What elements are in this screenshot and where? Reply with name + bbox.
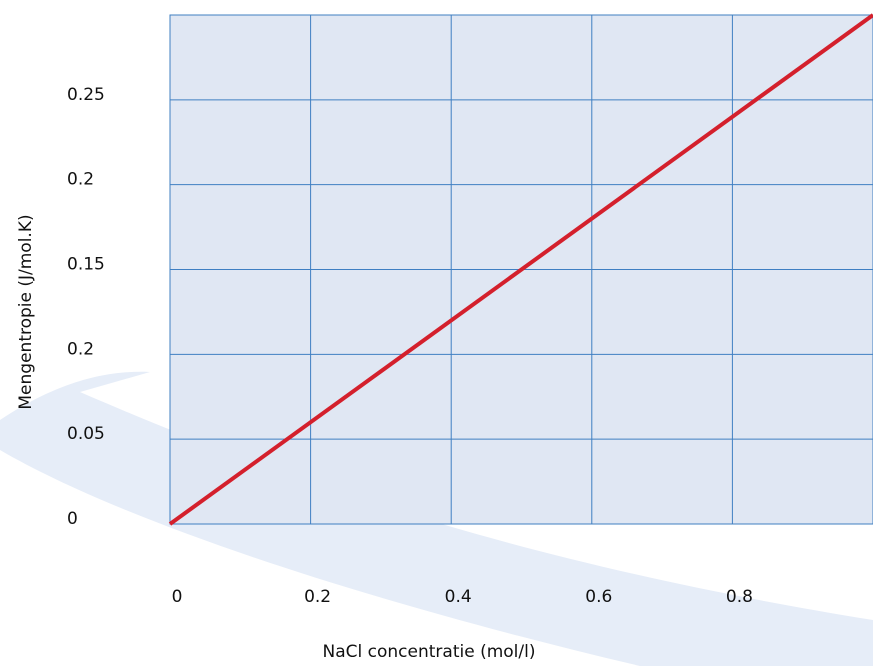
x-tick-label: 0.6 xyxy=(585,587,612,607)
chart: NaCl concentratie (mol/l) Mengentropie (… xyxy=(0,0,873,666)
x-tick-label: 0.8 xyxy=(726,587,753,607)
y-tick-label: 0 xyxy=(67,509,78,529)
page: {"chart_data": {"type": "line", "x_label… xyxy=(0,0,873,666)
x-tick-label: 0.2 xyxy=(304,587,331,607)
y-tick-label: 0.15 xyxy=(67,255,105,275)
y-tick-label: 0.25 xyxy=(67,85,105,105)
y-tick-label: 0.05 xyxy=(67,424,105,444)
y-tick-label: 0.2 xyxy=(67,170,94,190)
y-tick-label: 0.2 xyxy=(67,339,94,359)
y-axis-label: Mengentropie (J/mol.K) xyxy=(16,214,36,409)
x-axis-label: NaCl concentratie (mol/l) xyxy=(323,642,536,662)
x-tick-label: 0.4 xyxy=(445,587,472,607)
x-tick-label: 0 xyxy=(172,587,183,607)
